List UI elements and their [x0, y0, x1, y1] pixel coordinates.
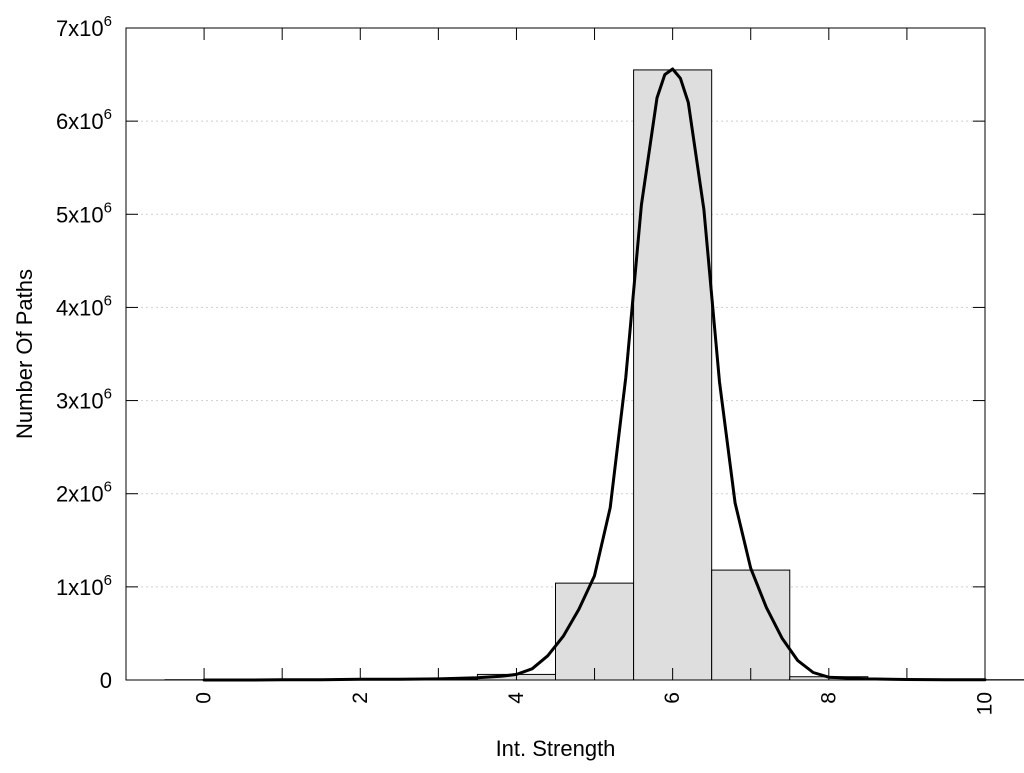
y-tick-label: 2x106	[56, 479, 112, 507]
histogram-bar	[712, 570, 790, 680]
x-tick-label: 2	[349, 692, 372, 704]
y-tick-exponent: 6	[104, 199, 112, 216]
y-tick-label: 0	[100, 668, 112, 693]
y-tick-mantissa: 2x10	[56, 482, 104, 507]
x-tick-label: 0	[193, 692, 216, 704]
y-tick-label: 6x106	[56, 106, 112, 134]
grid-lines	[126, 121, 985, 587]
y-tick-mantissa: 4x10	[56, 295, 104, 320]
y-tick-mantissa: 1x10	[56, 575, 104, 600]
y-tick-mantissa: 5x10	[56, 202, 104, 227]
x-tick-label: 6	[661, 692, 684, 704]
y-tick-exponent: 6	[104, 479, 112, 496]
y-tick-label: 7x106	[56, 13, 112, 41]
y-tick-label: 5x106	[56, 199, 112, 227]
y-tick-mantissa: 3x10	[56, 389, 104, 414]
y-tick-label: 4x106	[56, 292, 112, 320]
y-tick-mantissa: 7x10	[56, 16, 104, 41]
plot-frame	[126, 28, 985, 680]
y-axis-label: Number Of Paths	[12, 269, 37, 439]
histogram-bar	[634, 70, 712, 680]
x-tick-label: 10	[974, 692, 997, 715]
y-tick-exponent: 6	[104, 13, 112, 30]
y-tick-exponent: 6	[104, 106, 112, 123]
y-tick-label: 1x106	[56, 572, 112, 600]
y-tick-exponent: 6	[104, 292, 112, 309]
y-tick-label: 3x106	[56, 386, 112, 414]
x-axis-label: Int. Strength	[496, 736, 616, 761]
y-tick-mantissa: 0	[100, 668, 112, 693]
y-tick-exponent: 6	[104, 386, 112, 403]
y-tick-exponent: 6	[104, 572, 112, 589]
x-tick-label: 8	[817, 692, 840, 704]
y-tick-mantissa: 6x10	[56, 109, 104, 134]
x-tick-label: 4	[505, 692, 528, 704]
histogram-bars	[165, 70, 1024, 680]
